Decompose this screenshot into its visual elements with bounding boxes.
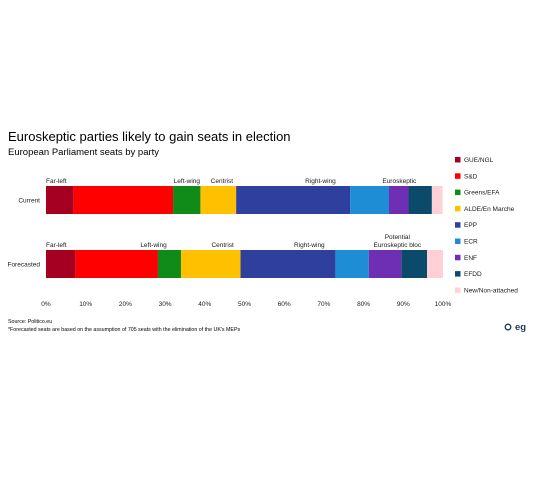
legend-swatch [455,173,461,179]
chart-title: Euroskeptic parties likely to gain seats… [8,129,291,144]
x-axis: 0% 10% 20% 30% 40% 50% 60% 70% 80% 90% 100% [41,301,451,308]
segment-label: Centrist [211,242,234,249]
logo-text: eg [515,322,526,333]
legend-swatch [455,189,461,196]
legend-label: EFDD [464,271,482,278]
legend-label: GUE/NGL [464,157,494,164]
x-tick-label: 60% [278,301,291,308]
footnote: *Forecasted seats are based on the assum… [8,327,240,333]
bar-segment-current-enf [389,186,409,214]
logo-ring-icon [504,323,512,331]
legend-label: ENF [464,255,477,262]
legend-swatch [455,222,461,228]
legend-swatch [455,271,461,277]
legend-label: Greens/EFA [464,190,500,197]
bar-segment-forecasted-ecr [335,250,369,278]
bar-segment-current-epp [236,186,351,214]
bar-segment-current-new-non-attached [431,186,443,214]
chart-subtitle: European Parliament seats by party [8,147,159,158]
legend-swatch [455,254,461,261]
legend-label: S&D [464,173,478,180]
x-tick-label: 50% [238,301,251,308]
bar-segment-forecasted-enf [368,250,402,278]
bar-segment-current-efdd [408,186,432,214]
bar-segment-forecasted-epp [240,250,336,278]
legend-swatch [455,205,461,212]
x-tick-label: 70% [317,301,330,308]
legend-swatch [455,287,461,293]
legend-label: New/Non-attached [464,287,518,294]
segment-label: Potential [385,234,411,241]
category-label: Current [18,198,40,205]
x-tick-label: 0% [41,301,51,308]
segment-label: Far-left [46,178,67,185]
x-tick-label: 20% [119,301,132,308]
bar-segment-forecasted-s-d [75,250,158,278]
bar-segment-current-greens-efa [173,186,201,214]
bar-segment-forecasted-greens-efa [157,250,181,278]
x-tick-label: 10% [79,301,92,308]
legend-label: ALDE/En Marche [464,206,515,213]
bar-segment-forecasted-efdd [401,250,428,278]
x-tick-label: 40% [198,301,211,308]
segment-label: Right-wing [294,242,325,249]
bar-segment-forecasted-gue-ngl [46,250,76,278]
segment-label: Euroskeptic bloc [373,242,421,249]
legend-swatch [455,238,461,244]
brand-logo: eg [504,322,526,333]
bar-segment-forecasted-alde-en-marche [180,250,241,278]
legend-swatch [455,157,461,163]
category-labels: Current Forecasted [7,198,40,269]
bar-segment-forecasted-new-non-attached [427,250,443,278]
legend: GUE/NGL S&D Greens/EFA ALDE/En Marche EPP ECR… [455,157,518,294]
bar-segment-current-ecr [350,186,390,214]
plot-area [46,186,443,278]
segment-label: Right-wing [305,178,336,185]
x-tick-label: 100% [435,301,452,308]
segment-labels: Far-left Left-wing Centrist Right-wing Euros… [46,178,422,249]
category-label: Forecasted [7,262,40,269]
segment-label: Far-left [46,242,67,249]
x-tick-label: 80% [357,301,370,308]
segment-label: Euroskeptic [382,178,417,185]
legend-label: ECR [464,239,478,246]
segment-label: Left-wing [140,242,167,249]
bar-segment-current-gue-ngl [46,186,74,214]
source-note: Source: Politico.eu [8,319,52,325]
segment-label: Left-wing [174,178,201,185]
bar-segment-current-s-d [73,186,174,214]
legend-label: EPP [464,222,477,229]
x-tick-label: 30% [159,301,172,308]
segment-label: Centrist [211,178,234,185]
x-tick-label: 90% [397,301,410,308]
bar-segment-current-alde-en-marche [200,186,237,214]
